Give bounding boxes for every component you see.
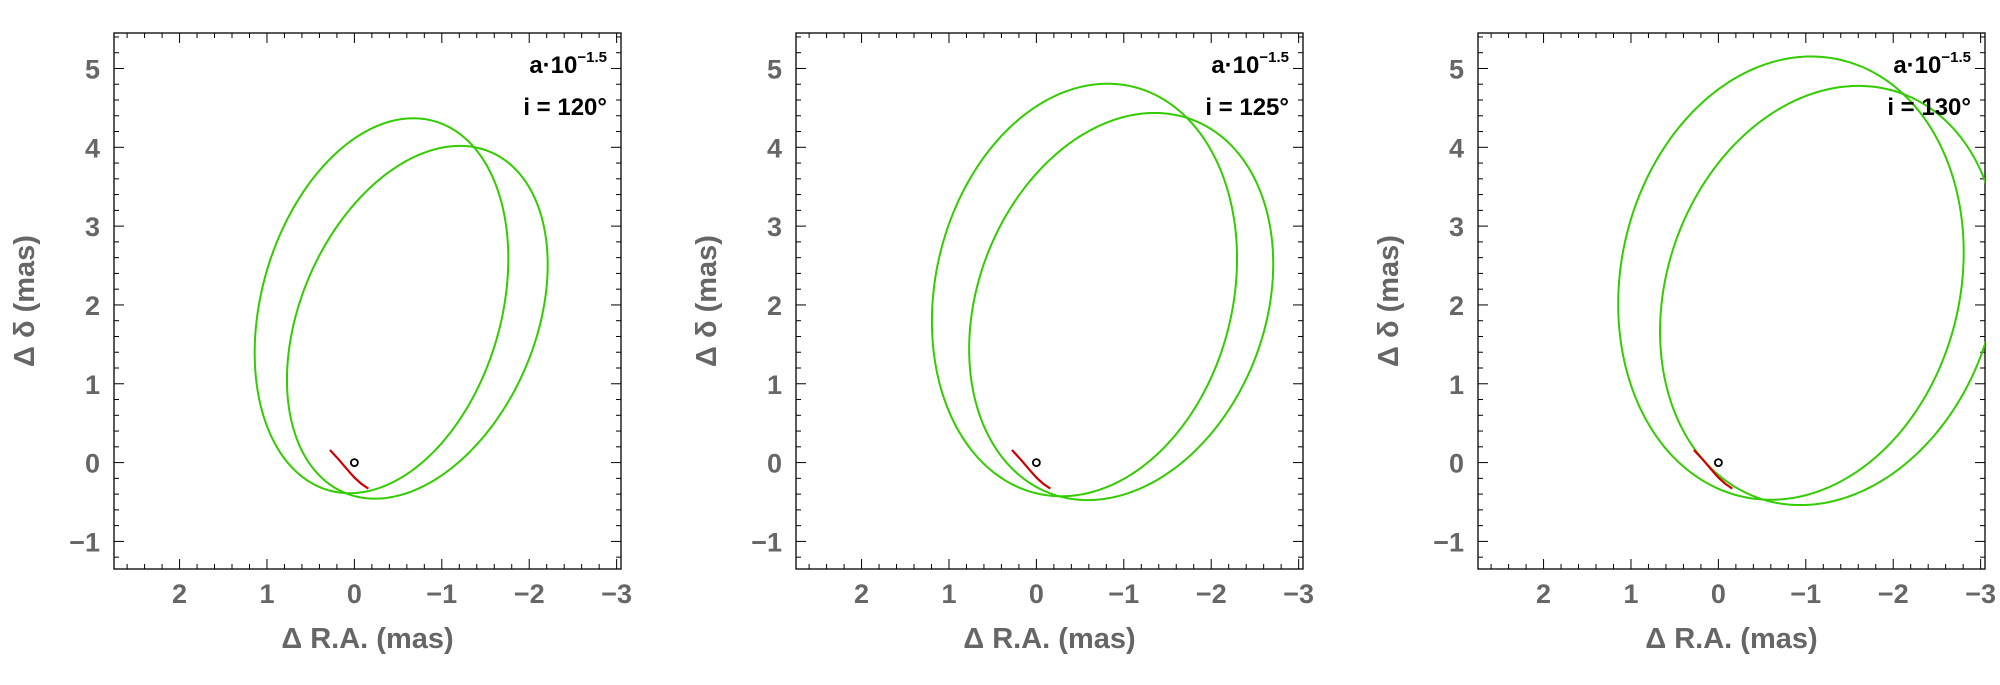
orbit-ellipse-1 — [253, 117, 510, 495]
orbit-ellipse-2 — [968, 111, 1275, 502]
y-tick-label: 1 — [767, 370, 782, 400]
annotation: a·10−1.5 i = 130° — [1887, 49, 1971, 121]
plot-frame — [113, 32, 622, 570]
chart-panel-1: 2 1 0 −1 −2 −3 −1 0 1 2 3 4 5 Δ R.A. (mas) Δ δ (mas) a·… — [9, 32, 632, 655]
annotation-line-1: a·10−1.5 — [529, 49, 607, 79]
x-tick-label: −1 — [1790, 579, 1821, 609]
orbit-ellipse-1 — [1617, 55, 1965, 501]
y-tick-label: 2 — [1449, 291, 1464, 321]
annotation-exponent: −1.5 — [577, 49, 607, 66]
observed-arc — [329, 449, 369, 490]
annotation-line-2: i = 125° — [1205, 94, 1289, 121]
x-tick-label: 0 — [347, 579, 362, 609]
x-tick-label: −2 — [514, 579, 545, 609]
observed-arc — [1693, 449, 1733, 490]
y-tick-label: 2 — [85, 291, 100, 321]
y-tick-label: 1 — [85, 370, 100, 400]
y-tick-label: 4 — [1449, 133, 1464, 163]
orbit-ellipse-2 — [1659, 84, 1985, 507]
x-tick-label: 1 — [259, 579, 274, 609]
annotation-line-2: i = 130° — [1887, 94, 1971, 121]
annotation-exponent: −1.5 — [1259, 49, 1289, 66]
x-tick-label: −3 — [1283, 579, 1314, 609]
chart-panel-3: 2 1 0 −1 −2 −3 −1 0 1 2 3 4 5 Δ R.A. (mas) Δ δ (mas) a·… — [1373, 32, 1996, 655]
plot-area — [1617, 55, 1985, 507]
x-axis-title: Δ R.A. (mas) — [1645, 623, 1817, 655]
y-tick-label: 2 — [767, 291, 782, 321]
y-axis-title: Δ δ (mas) — [9, 235, 41, 367]
x-axis-title: Δ R.A. (mas) — [963, 623, 1135, 655]
plot-area — [930, 82, 1275, 502]
annotation-exponent: −1.5 — [1941, 49, 1971, 66]
x-tick-label: 0 — [1711, 579, 1726, 609]
y-tick-label: 5 — [767, 54, 782, 84]
observed-arc — [1011, 449, 1051, 490]
x-tick-label: −1 — [426, 579, 457, 609]
x-axis-title: Δ R.A. (mas) — [281, 623, 453, 655]
annotation-line-1: a·10−1.5 — [1893, 49, 1971, 79]
central-star-marker — [1031, 458, 1041, 467]
annotation: a·10−1.5 i = 125° — [1205, 49, 1289, 121]
x-tick-label: −3 — [1965, 579, 1996, 609]
annotation-base: a·10 — [529, 52, 577, 79]
x-tick-label: 2 — [172, 579, 187, 609]
central-star-marker — [1713, 458, 1723, 467]
y-tick-label: 5 — [85, 54, 100, 84]
y-tick-label: 4 — [85, 133, 100, 163]
y-tick-label: 3 — [85, 212, 100, 242]
orbit-ellipse-1 — [930, 82, 1239, 498]
y-tick-label: −1 — [1433, 527, 1464, 557]
x-tick-label: −3 — [601, 579, 632, 609]
central-star-marker — [349, 458, 359, 467]
y-tick-label: 0 — [85, 449, 100, 479]
x-tick-label: 0 — [1029, 579, 1044, 609]
annotation-line-2: i = 120° — [523, 94, 607, 121]
y-tick-label: 5 — [1449, 54, 1464, 84]
annotation-base: a·10 — [1211, 52, 1259, 79]
y-tick-label: 3 — [1449, 212, 1464, 242]
annotation-line-1: a·10−1.5 — [1211, 49, 1289, 79]
x-tick-label: 1 — [941, 579, 956, 609]
y-tick-label: 3 — [767, 212, 782, 242]
annotation: a·10−1.5 i = 120° — [523, 49, 607, 121]
x-tick-label: 1 — [1623, 579, 1638, 609]
annotation-base: a·10 — [1893, 52, 1941, 79]
x-tick-label: −1 — [1108, 579, 1139, 609]
y-axis-title: Δ δ (mas) — [691, 235, 723, 367]
y-tick-label: 0 — [767, 449, 782, 479]
tick-marks — [796, 33, 1303, 569]
orbit-ellipse-2 — [285, 144, 549, 500]
y-axis-title: Δ δ (mas) — [1373, 235, 1405, 367]
x-tick-label: −2 — [1878, 579, 1909, 609]
y-tick-label: 4 — [767, 133, 782, 163]
chart-panel-2: 2 1 0 −1 −2 −3 −1 0 1 2 3 4 5 Δ R.A. (mas) Δ δ (mas) a·… — [691, 32, 1314, 655]
plot-frame — [795, 32, 1304, 570]
y-tick-label: −1 — [751, 527, 782, 557]
plot-frame — [1477, 32, 1986, 570]
x-tick-label: 2 — [854, 579, 869, 609]
x-tick-label: −2 — [1196, 579, 1227, 609]
y-tick-label: 1 — [1449, 370, 1464, 400]
tick-marks — [114, 33, 621, 569]
y-tick-label: 0 — [1449, 449, 1464, 479]
plot-area — [253, 117, 549, 500]
y-tick-label: −1 — [69, 527, 100, 557]
x-tick-label: 2 — [1536, 579, 1551, 609]
tick-marks — [1478, 33, 1985, 569]
